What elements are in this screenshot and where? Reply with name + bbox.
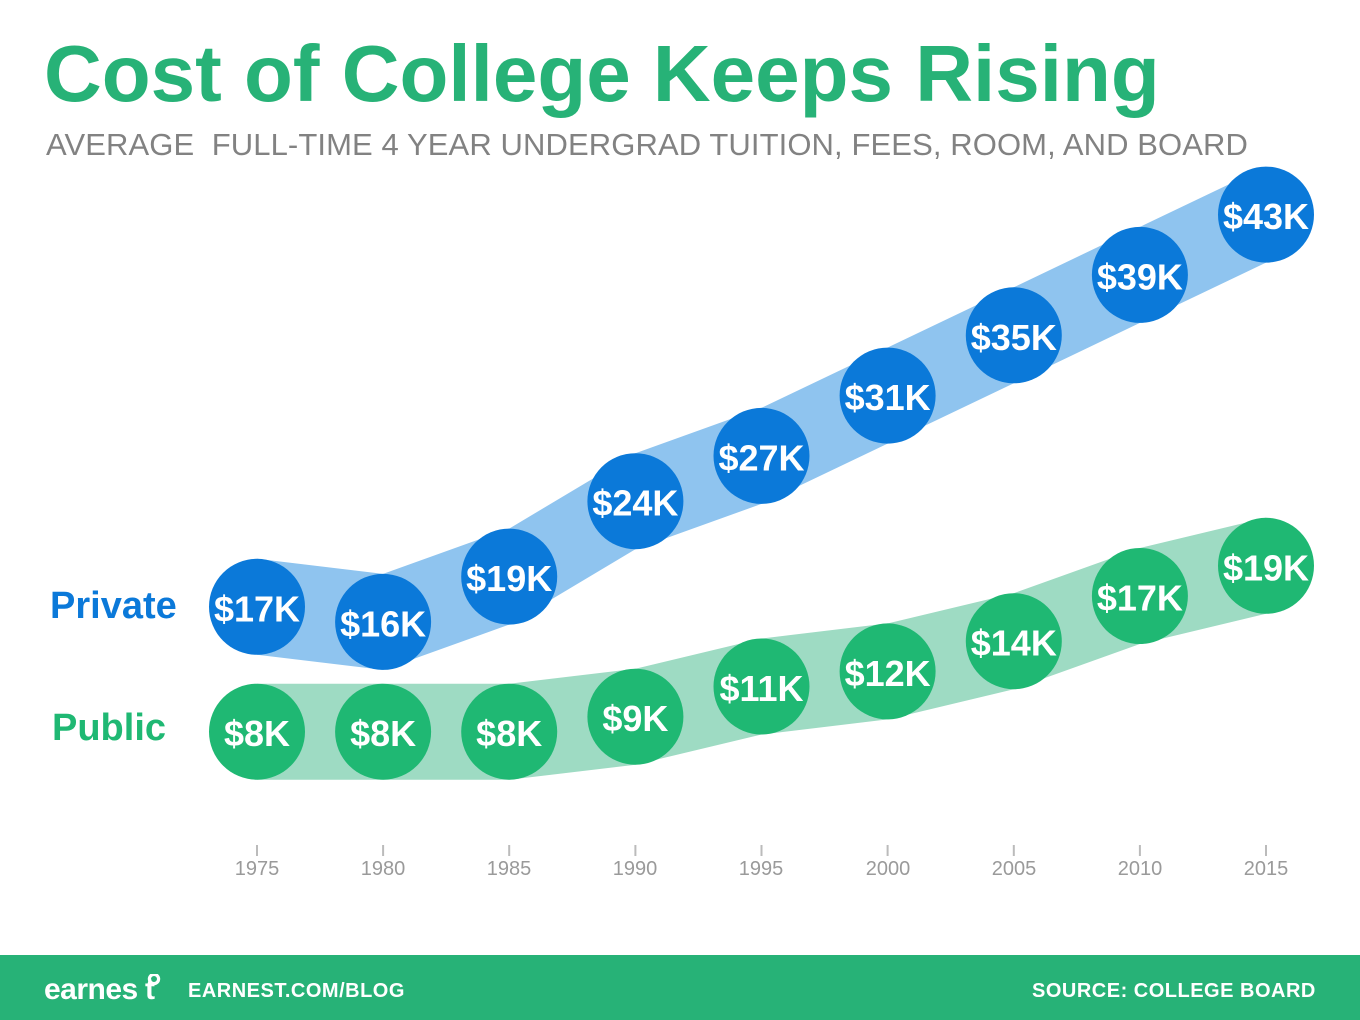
svg-text:$43K: $43K bbox=[1223, 196, 1309, 237]
svg-text:earnes: earnes bbox=[44, 974, 138, 1006]
svg-text:$16K: $16K bbox=[340, 603, 426, 644]
svg-text:$12K: $12K bbox=[845, 653, 931, 694]
svg-text:$35K: $35K bbox=[971, 317, 1057, 358]
svg-text:$27K: $27K bbox=[718, 437, 804, 478]
svg-text:$8K: $8K bbox=[224, 713, 290, 754]
svg-text:$39K: $39K bbox=[1097, 256, 1183, 297]
svg-text:$14K: $14K bbox=[971, 623, 1057, 664]
svg-text:$11K: $11K bbox=[719, 668, 803, 709]
svg-text:$24K: $24K bbox=[592, 483, 678, 524]
svg-text:$19K: $19K bbox=[466, 558, 552, 599]
svg-text:$17K: $17K bbox=[214, 588, 300, 629]
svg-text:$8K: $8K bbox=[350, 713, 416, 754]
svg-text:$9K: $9K bbox=[602, 698, 668, 739]
svg-text:$31K: $31K bbox=[845, 377, 931, 418]
svg-text:$19K: $19K bbox=[1223, 547, 1309, 588]
svg-text:$8K: $8K bbox=[476, 713, 542, 754]
svg-text:$17K: $17K bbox=[1097, 578, 1183, 619]
